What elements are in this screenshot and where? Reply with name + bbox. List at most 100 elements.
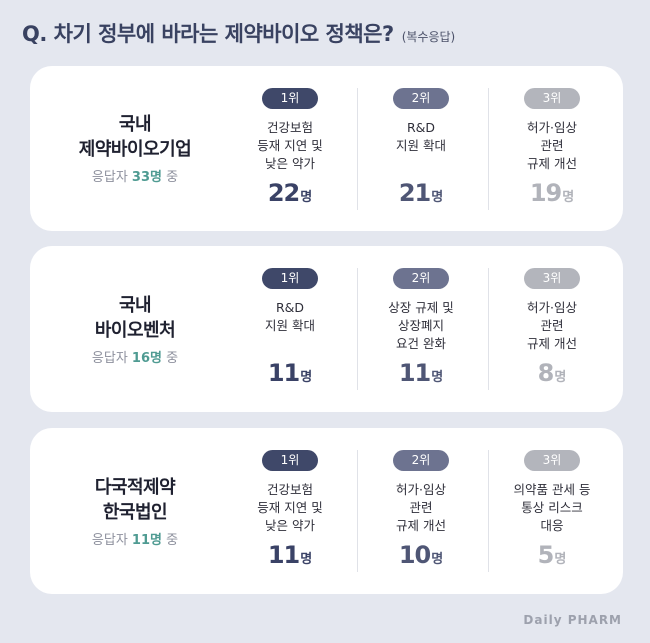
- count-unit: 명: [431, 190, 444, 205]
- count-unit: 명: [300, 370, 313, 385]
- question-text: Q. 차기 정부에 바라는 제약바이오 정책은?: [22, 22, 394, 46]
- vote-count: 21명: [399, 179, 443, 207]
- rank-badge: 3위: [524, 268, 580, 289]
- count-unit: 명: [431, 552, 444, 567]
- count-number: 21: [398, 179, 431, 207]
- page-title: Q. 차기 정부에 바라는 제약바이오 정책은? (복수응답): [22, 18, 455, 48]
- count-number: 22: [267, 179, 300, 207]
- count-number: 11: [267, 541, 300, 569]
- resp-prefix: 응답자: [91, 532, 132, 548]
- resp-prefix: 응답자: [91, 350, 132, 366]
- policy-line: 상장폐지: [397, 318, 444, 333]
- resp-count: 16명: [131, 350, 162, 366]
- count-unit: 명: [431, 370, 444, 385]
- rank-1-column: 1위 R&D 지원 확대 11명: [225, 246, 355, 412]
- policy-line: 등재 지연 및: [257, 500, 323, 515]
- group-label: 국내 제약바이오기업 응답자 33명 중: [30, 66, 240, 231]
- count-unit: 명: [562, 190, 575, 205]
- count-unit: 명: [554, 370, 567, 385]
- rank-badge: 2위: [393, 268, 449, 289]
- group-name-line: 국내: [118, 294, 152, 316]
- divider: [488, 450, 489, 572]
- policy-line: 낮은 약가: [265, 518, 315, 533]
- rank-2-column: 2위 R&D 지원 확대 21명: [356, 66, 486, 231]
- policy-line: 지원 확대: [265, 318, 315, 333]
- policy-item: 허가·임상 관련 규제 개선: [396, 481, 446, 535]
- count-number: 10: [398, 541, 431, 569]
- resp-suffix: 중: [161, 532, 179, 548]
- group-card-pharma: 국내 제약바이오기업 응답자 33명 중 1위 건강보험 등재 지연 및 낮은 …: [30, 66, 623, 231]
- policy-line: R&D: [275, 300, 305, 315]
- rank-badge: 3위: [524, 88, 580, 109]
- dailypharm-logo: Daily PHARM: [523, 613, 622, 627]
- group-name-line: 제약바이오기업: [78, 139, 192, 160]
- rank-badge: 3위: [524, 450, 580, 471]
- policy-line: 허가·임상: [527, 300, 577, 315]
- rank-badge: 1위: [262, 88, 318, 109]
- count-number: 5: [537, 541, 555, 569]
- count-number: 19: [529, 179, 562, 207]
- vote-count: 11명: [399, 359, 443, 387]
- policy-line: 관련: [540, 318, 564, 333]
- count-number: 8: [537, 359, 555, 387]
- group-card-multinational: 다국적제약 한국법인 응답자 11명 중 1위 건강보험 등재 지연 및 낮은 …: [30, 428, 623, 594]
- group-name-line: 국내: [118, 114, 152, 135]
- policy-line: 지원 확대: [396, 138, 446, 153]
- resp-suffix: 중: [161, 170, 179, 185]
- rank-3-column: 3위 허가·임상 관련 규제 개선 19명: [487, 66, 617, 231]
- group-card-biotech: 국내 바이오벤처 응답자 16명 중 1위 R&D 지원 확대 11명 2위 상…: [30, 246, 623, 412]
- policy-item: R&D 지원 확대: [265, 299, 315, 353]
- rank-2-column: 2위 허가·임상 관련 규제 개선 10명: [356, 428, 486, 594]
- resp-suffix: 중: [161, 350, 179, 366]
- policy-item: 상장 규제 및 상장폐지 요건 완화: [388, 299, 453, 353]
- multiple-response-note: (복수응답): [401, 30, 456, 44]
- group-name-line: 다국적제약: [94, 476, 176, 498]
- policy-line: 허가·임상: [396, 482, 446, 497]
- respondent-count: 응답자 16명 중: [92, 347, 178, 366]
- vote-count: 10명: [399, 541, 443, 569]
- respondent-count: 응답자 33명 중: [92, 166, 178, 185]
- policy-item: 허가·임상 관련 규제 개선: [527, 299, 577, 353]
- policy-line: 규제 개선: [527, 336, 577, 351]
- rank-1-column: 1위 건강보험 등재 지연 및 낮은 약가 11명: [225, 428, 355, 594]
- vote-count: 11명: [268, 541, 312, 569]
- policy-item: 허가·임상 관련 규제 개선: [527, 119, 577, 173]
- group-name: 국내 제약바이오기업: [78, 112, 192, 162]
- policy-line: 건강보험: [266, 482, 313, 497]
- rank-badge: 2위: [393, 450, 449, 471]
- policy-line: 낮은 약가: [265, 156, 315, 171]
- group-name: 다국적제약 한국법인: [94, 475, 176, 525]
- rank-2-column: 2위 상장 규제 및 상장폐지 요건 완화 11명: [356, 246, 486, 412]
- policy-line: 등재 지연 및: [257, 138, 323, 153]
- group-label: 국내 바이오벤처 응답자 16명 중: [30, 246, 240, 412]
- policy-line: 의약품 관세 등: [513, 482, 591, 497]
- divider: [357, 450, 358, 572]
- resp-prefix: 응답자: [91, 170, 132, 185]
- count-unit: 명: [554, 552, 567, 567]
- rank-3-column: 3위 의약품 관세 등 통상 리스크 대응 5명: [487, 428, 617, 594]
- rank-badge: 1위: [262, 268, 318, 289]
- policy-line: 요건 완화: [396, 336, 446, 351]
- vote-count: 19명: [530, 179, 574, 207]
- divider: [488, 268, 489, 390]
- count-unit: 명: [300, 552, 313, 567]
- respondent-count: 응답자 11명 중: [92, 529, 178, 548]
- vote-count: 11명: [268, 359, 312, 387]
- divider: [488, 88, 489, 210]
- policy-line: 관련: [409, 500, 433, 515]
- resp-count: 33명: [131, 170, 162, 185]
- policy-line: 허가·임상: [527, 120, 577, 135]
- policy-line: 통상 리스크: [521, 500, 583, 515]
- vote-count: 8명: [538, 359, 567, 387]
- count-number: 11: [398, 359, 431, 387]
- policy-line: 건강보험: [266, 120, 313, 135]
- divider: [357, 88, 358, 210]
- policy-item: 건강보험 등재 지연 및 낮은 약가: [257, 119, 322, 173]
- policy-line: 관련: [540, 138, 564, 153]
- rank-1-column: 1위 건강보험 등재 지연 및 낮은 약가 22명: [225, 66, 355, 231]
- group-name-line: 한국법인: [102, 501, 168, 523]
- policy-line: 대응: [540, 518, 564, 533]
- count-unit: 명: [300, 190, 313, 205]
- vote-count: 22명: [268, 179, 312, 207]
- policy-line: 규제 개선: [396, 518, 446, 533]
